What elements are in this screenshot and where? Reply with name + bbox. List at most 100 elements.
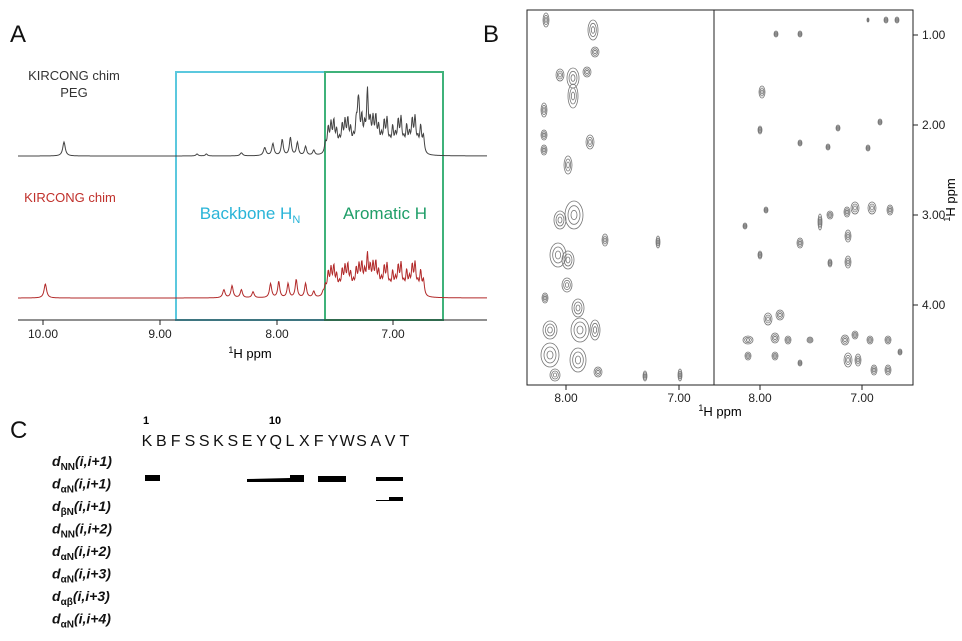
noe-row-label: dαN(i,i+2) bbox=[52, 543, 111, 563]
nmr-contour bbox=[583, 68, 591, 76]
nmr-contour bbox=[796, 237, 804, 249]
noe-row-label: dNN(i,i+1) bbox=[52, 453, 112, 473]
nmr-contour bbox=[872, 367, 876, 373]
nmr-contour bbox=[835, 124, 841, 132]
noe-sub: αN bbox=[61, 620, 74, 631]
nmr-contour bbox=[590, 46, 600, 58]
nmr-contour bbox=[886, 338, 890, 342]
region-box bbox=[175, 71, 326, 321]
nmr-contour bbox=[867, 201, 877, 215]
nmr-contour bbox=[585, 69, 589, 75]
noe-sub: βN bbox=[61, 507, 74, 518]
nmr-contour bbox=[845, 231, 851, 241]
nmr-contour bbox=[898, 349, 902, 355]
y-tick-label: 3.00 bbox=[922, 208, 946, 222]
nmr-contour bbox=[742, 335, 754, 345]
nmr-contour bbox=[776, 311, 784, 319]
nmr-contour bbox=[564, 282, 570, 288]
nmr-contour bbox=[798, 360, 802, 366]
sequence-letter: S bbox=[199, 433, 210, 450]
nmr-contour bbox=[807, 337, 813, 343]
region-text: Backbone H bbox=[200, 204, 293, 223]
noe-arg: (i,i+3) bbox=[73, 588, 110, 604]
nmr-contour bbox=[542, 12, 550, 28]
nmr-contour bbox=[827, 211, 833, 219]
noe-bar bbox=[376, 477, 403, 481]
nmr-contour bbox=[853, 205, 857, 211]
nmr-contour bbox=[541, 146, 547, 154]
nmr-contour bbox=[591, 48, 599, 56]
nmr-contour bbox=[773, 354, 777, 358]
nmr-contour bbox=[586, 136, 594, 148]
noe-d: d bbox=[52, 611, 61, 627]
noe-arg: (i,i+2) bbox=[74, 543, 111, 559]
nmr-contour bbox=[764, 207, 768, 213]
nmr-contour bbox=[771, 334, 779, 342]
noe-sub: NN bbox=[61, 530, 75, 541]
nmr-contour bbox=[843, 352, 853, 368]
nmr-contour bbox=[798, 240, 802, 246]
noe-row-label: dNN(i,i+2) bbox=[52, 521, 112, 541]
nmr-contour bbox=[561, 277, 573, 293]
nmr-contour bbox=[543, 295, 547, 301]
nmr-contour bbox=[885, 366, 891, 374]
nmr-contour bbox=[589, 22, 597, 38]
spectrum-name: KIRCONG chim bbox=[28, 68, 120, 83]
nmr-contour bbox=[592, 326, 598, 334]
nmr-contour bbox=[540, 102, 548, 118]
nmr-contour bbox=[828, 213, 832, 217]
axis-text: H ppm bbox=[703, 404, 741, 419]
nmr-contour bbox=[588, 139, 592, 145]
axis-sup: 1 bbox=[228, 345, 233, 355]
nmr-contour bbox=[575, 304, 581, 312]
nmr-contour bbox=[844, 255, 852, 269]
nmr-contour bbox=[746, 354, 750, 358]
nmr-contour bbox=[886, 367, 890, 373]
nmr-contour bbox=[785, 336, 791, 344]
noe-d: d bbox=[52, 476, 61, 492]
nmr-contour bbox=[772, 352, 778, 360]
nmr-contour bbox=[558, 72, 562, 78]
nmr-contour bbox=[868, 338, 872, 342]
nmr-contour bbox=[574, 355, 582, 365]
nmr-contour bbox=[571, 298, 585, 318]
nmr-contour bbox=[656, 239, 660, 245]
noe-d: d bbox=[52, 521, 61, 537]
noe-sub: αN bbox=[61, 575, 74, 586]
nmr-contour bbox=[817, 213, 823, 231]
nmr-contour bbox=[556, 70, 564, 80]
region-label: Aromatic H bbox=[343, 204, 427, 223]
spectrum bbox=[18, 251, 487, 299]
nmr-contour bbox=[870, 364, 878, 376]
nmr-contour bbox=[555, 213, 565, 227]
nmr-contour bbox=[895, 18, 899, 22]
nmr-contour bbox=[745, 352, 751, 360]
nmr-contour bbox=[585, 134, 595, 150]
x-tick-label: 7.00 bbox=[850, 391, 874, 405]
panel-label: C bbox=[10, 417, 27, 444]
nmr-contour bbox=[845, 257, 851, 267]
nmr-contour bbox=[836, 125, 840, 131]
nmr-contour bbox=[549, 368, 561, 382]
axis-sup: 1 bbox=[698, 403, 703, 413]
nmr-contour bbox=[773, 335, 777, 341]
nmr-contour bbox=[593, 49, 597, 55]
nmr-contour bbox=[656, 237, 660, 247]
nmr-contour bbox=[594, 368, 602, 376]
nmr-contour bbox=[784, 335, 792, 345]
nmr-contour bbox=[758, 253, 762, 257]
nmr-contour bbox=[798, 31, 802, 37]
sequence-letter: F bbox=[171, 433, 181, 450]
nmr-contour bbox=[818, 218, 822, 226]
nmr-contour bbox=[850, 201, 860, 215]
nmr-contour bbox=[841, 336, 849, 344]
nmr-contour bbox=[541, 104, 547, 116]
nmr-contour bbox=[853, 333, 857, 337]
noe-d: d bbox=[52, 498, 61, 514]
nmr-contour bbox=[757, 125, 763, 135]
noe-bar bbox=[318, 476, 346, 482]
nmr-contour bbox=[596, 369, 600, 375]
nmr-contour bbox=[582, 66, 592, 78]
nmr-contour bbox=[570, 209, 578, 221]
nmr-contour bbox=[541, 131, 547, 139]
